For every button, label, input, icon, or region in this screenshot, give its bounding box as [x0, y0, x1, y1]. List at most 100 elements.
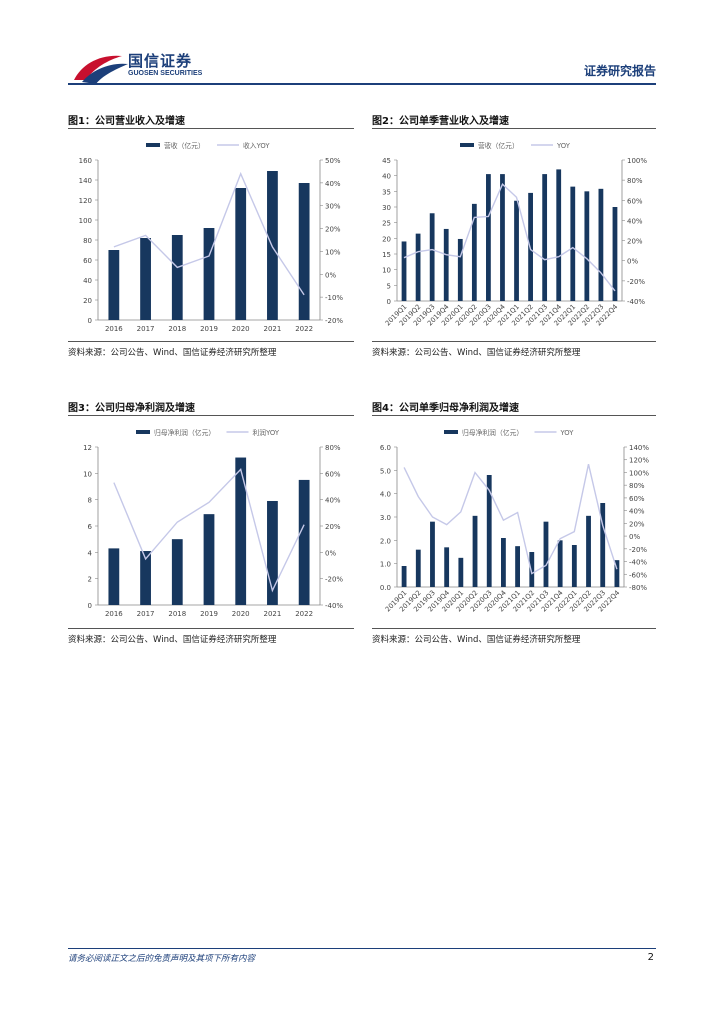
yoy-line — [403, 464, 618, 575]
y-tick-label: 0.0 — [380, 584, 391, 592]
figure-2-chart: 0 5 10 15 20 25 30 35 40 45 -40% -20% 0% 20% 40% 60% 80%… — [382, 141, 647, 327]
bar — [415, 233, 421, 301]
y2-tick-label: 50% — [325, 157, 341, 165]
bar — [235, 457, 247, 605]
x-tick-label: 2017 — [137, 325, 155, 333]
report-type: 证券研究报告 — [583, 64, 656, 78]
bar — [458, 557, 464, 587]
y-tick-label: 6.0 — [380, 444, 391, 452]
x-tick-label: 2016 — [105, 325, 123, 333]
figure-2-top-rule — [372, 128, 656, 129]
bar — [570, 186, 576, 301]
bar — [443, 228, 449, 301]
y2-tick-label: 0% — [627, 258, 638, 266]
y2-tick-label: -40% — [325, 602, 343, 610]
bar — [140, 238, 151, 320]
yoy-line — [403, 183, 616, 292]
y2-tick-label: -40% — [629, 559, 647, 567]
x-tick-label: 2021 — [264, 610, 282, 618]
x-tick-label: 2019 — [200, 610, 218, 618]
x-tick-label: 2018 — [168, 325, 186, 333]
figure-1-top-rule — [68, 128, 354, 129]
bar — [472, 515, 478, 587]
y-tick-label: 100 — [79, 217, 92, 225]
y-tick-label: 0 — [387, 298, 391, 306]
y2-tick-label: 40% — [325, 180, 341, 188]
y-tick-label: 5.0 — [380, 467, 391, 475]
y2-tick-label: 100% — [627, 157, 647, 165]
bar — [108, 548, 120, 605]
y-tick-label: 80 — [83, 237, 92, 245]
bar — [529, 552, 535, 587]
bar — [500, 538, 506, 587]
guosen-logo-icon — [74, 55, 128, 84]
bar — [235, 188, 247, 320]
y-tick-label: 20 — [83, 297, 92, 305]
figure-2-title: 图2：公司单季营业收入及增速 — [372, 116, 509, 127]
y2-tick-label: 40% — [627, 217, 643, 225]
y-tick-label: 1.0 — [380, 561, 391, 569]
y-tick-label: 20 — [382, 235, 391, 243]
bar — [598, 188, 604, 301]
x-tick-label: 2020 — [232, 610, 250, 618]
figure-4-top-rule — [372, 415, 656, 416]
y2-tick-label: 100% — [629, 469, 649, 477]
figure-1-chart: 0 20 40 60 80 100 120 140 160 -20% -10% 0% 10% 20% 30%… — [79, 141, 344, 333]
y2-tick-label: 60% — [325, 470, 341, 478]
bar — [298, 183, 310, 320]
bar — [298, 479, 310, 605]
bar — [171, 235, 183, 320]
legend-bar-swatch — [136, 430, 150, 434]
legend-line-label: 收入YOY — [243, 141, 270, 150]
y-tick-label: 10 — [83, 470, 92, 478]
y2-tick-label: 20% — [629, 520, 645, 528]
legend-bar-label: 归母净利润（亿元） — [154, 428, 215, 437]
y-tick-label: 6 — [88, 523, 93, 531]
y-tick-label: 8 — [88, 497, 92, 505]
legend-line-label: YOY — [560, 429, 575, 437]
y-tick-label: 2 — [88, 576, 92, 584]
x-tick-label: 2020 — [232, 325, 250, 333]
y2-tick-label: 40% — [325, 497, 341, 505]
legend-bar-label: 营收（亿元） — [478, 141, 519, 150]
bar — [515, 546, 521, 587]
bar — [444, 547, 450, 587]
y2-tick-label: -20% — [325, 576, 343, 584]
figure-2-source: 资料来源：公司公告、Wind、国信证券经济研究所整理 — [372, 348, 581, 358]
bar — [401, 241, 407, 301]
figure-2-bottom-rule — [372, 341, 656, 342]
bar — [203, 228, 215, 320]
x-tick-label: 2018 — [168, 610, 186, 618]
figure-3-bottom-rule — [68, 628, 354, 629]
y-tick-label: 0 — [88, 602, 92, 610]
legend-line-label: YOY — [556, 142, 571, 150]
y2-tick-label: 30% — [325, 203, 341, 211]
bar — [557, 540, 563, 587]
y-tick-label: 2.0 — [380, 537, 391, 545]
figure-3-source: 资料来源：公司公告、Wind、国信证券经济研究所整理 — [68, 635, 277, 645]
bar — [429, 213, 435, 301]
figure-4-chart: 0.0 1.0 2.0 3.0 4.0 5.0 6.0 -80% -60% -40% -20% 0% 2… — [380, 428, 650, 613]
y2-tick-label: 140% — [629, 444, 649, 452]
figure-1-bottom-rule — [68, 341, 354, 342]
x-tick-label: 2016 — [105, 610, 123, 618]
disclaimer-link[interactable]: 请务必阅读正文之后的免责声明及其项下所有内容 — [68, 954, 256, 964]
y-tick-label: 140 — [79, 177, 92, 185]
y2-tick-label: 40% — [629, 508, 645, 516]
legend-line-label: 利润YOY — [253, 428, 280, 437]
y2-tick-label: -80% — [629, 584, 647, 592]
figure-4-source: 资料来源：公司公告、Wind、国信证券经济研究所整理 — [372, 635, 581, 645]
figure-3-title: 图3：公司归母净利润及增速 — [68, 403, 195, 414]
y2-tick-label: -20% — [325, 317, 343, 325]
bar — [415, 549, 421, 587]
y-tick-label: 120 — [79, 197, 92, 205]
y-tick-label: 10 — [382, 267, 391, 275]
legend-bar-swatch — [444, 430, 458, 434]
figure-3-chart: 0 2 4 6 8 10 12 -40% -20% 0% 20% 40% 60% 80% 2016 2017 2… — [83, 428, 343, 618]
bar — [612, 207, 618, 301]
y2-tick-label: -40% — [627, 298, 645, 306]
figure-1-source: 资料来源：公司公告、Wind、国信证券经济研究所整理 — [68, 348, 277, 358]
y2-tick-label: 60% — [627, 197, 643, 205]
x-tick-label: 2022 — [295, 325, 313, 333]
bar — [542, 174, 548, 301]
